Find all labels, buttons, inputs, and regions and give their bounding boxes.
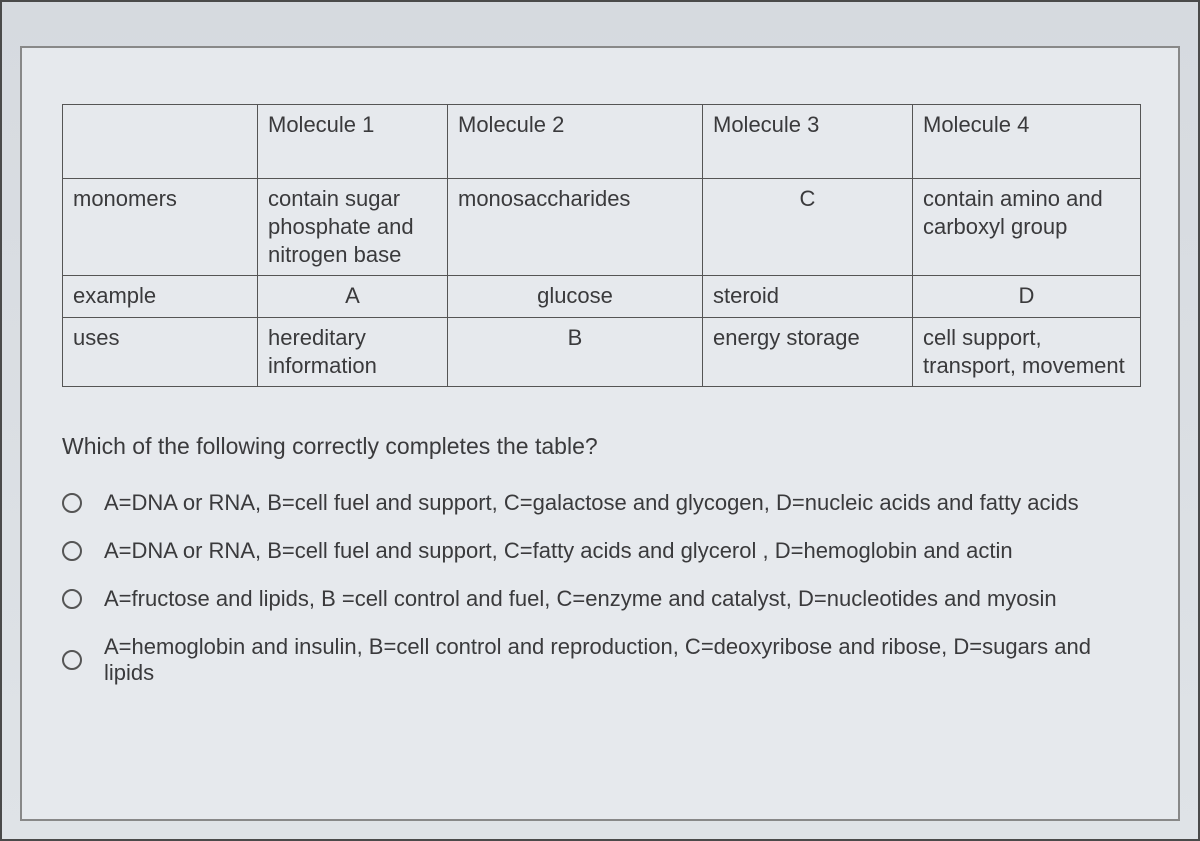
question-text: Which of the following correctly complet… [62, 433, 1138, 460]
options-group: A=DNA or RNA, B=cell fuel and support, C… [62, 490, 1138, 686]
table-header-row: Molecule 1 Molecule 2 Molecule 3 Molecul… [63, 105, 1141, 179]
cell-monomers-m4: contain amino and carboxyl group [913, 179, 1141, 276]
option-row[interactable]: A=hemoglobin and insulin, B=cell control… [62, 634, 1138, 686]
table-row-example: example A glucose steroid D [63, 276, 1141, 317]
cell-example-m2: glucose [448, 276, 703, 317]
option-label: A=DNA or RNA, B=cell fuel and support, C… [104, 490, 1079, 516]
option-label: A=fructose and lipids, B =cell control a… [104, 586, 1057, 612]
option-label: A=hemoglobin and insulin, B=cell control… [104, 634, 1138, 686]
worksheet-paper: Molecule 1 Molecule 2 Molecule 3 Molecul… [20, 46, 1180, 821]
radio-icon[interactable] [62, 541, 82, 561]
cell-monomers-m1: contain sugar phosphate and nitrogen bas… [258, 179, 448, 276]
table-row-uses: uses hereditary information B energy sto… [63, 317, 1141, 386]
table-header-mol2: Molecule 2 [448, 105, 703, 179]
cell-uses-m4: cell support, transport, movement [913, 317, 1141, 386]
cell-uses-m2: B [448, 317, 703, 386]
cell-monomers-m3: C [703, 179, 913, 276]
cell-uses-m1: hereditary information [258, 317, 448, 386]
cell-monomers-m2: monosaccharides [448, 179, 703, 276]
radio-icon[interactable] [62, 493, 82, 513]
radio-icon[interactable] [62, 589, 82, 609]
row-label-monomers: monomers [63, 179, 258, 276]
row-label-uses: uses [63, 317, 258, 386]
row-label-example: example [63, 276, 258, 317]
option-row[interactable]: A=DNA or RNA, B=cell fuel and support, C… [62, 538, 1138, 564]
table-header-mol1: Molecule 1 [258, 105, 448, 179]
cell-example-m1: A [258, 276, 448, 317]
option-row[interactable]: A=DNA or RNA, B=cell fuel and support, C… [62, 490, 1138, 516]
cell-example-m4: D [913, 276, 1141, 317]
cell-uses-m3: energy storage [703, 317, 913, 386]
option-row[interactable]: A=fructose and lipids, B =cell control a… [62, 586, 1138, 612]
cell-example-m3: steroid [703, 276, 913, 317]
table-row-monomers: monomers contain sugar phosphate and nit… [63, 179, 1141, 276]
molecule-table: Molecule 1 Molecule 2 Molecule 3 Molecul… [62, 104, 1141, 387]
option-label: A=DNA or RNA, B=cell fuel and support, C… [104, 538, 1013, 564]
table-header-mol3: Molecule 3 [703, 105, 913, 179]
table-header-blank [63, 105, 258, 179]
table-header-mol4: Molecule 4 [913, 105, 1141, 179]
radio-icon[interactable] [62, 650, 82, 670]
outer-frame: Molecule 1 Molecule 2 Molecule 3 Molecul… [0, 0, 1200, 841]
